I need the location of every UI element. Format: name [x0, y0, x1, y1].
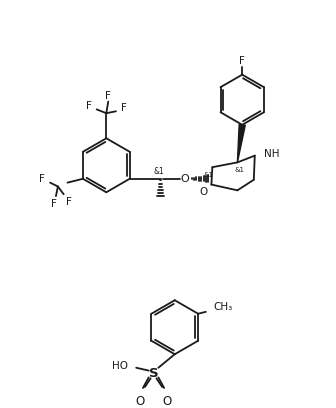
Text: O: O — [200, 187, 208, 197]
Text: &1: &1 — [234, 167, 244, 173]
Text: F: F — [239, 56, 245, 66]
Text: F: F — [105, 91, 111, 101]
Text: F: F — [86, 100, 92, 111]
Text: &1: &1 — [153, 166, 164, 175]
Text: CH₃: CH₃ — [214, 302, 233, 312]
Text: O: O — [162, 395, 172, 408]
Polygon shape — [238, 124, 245, 162]
Text: F: F — [67, 197, 72, 207]
Text: &1: &1 — [204, 172, 213, 178]
Text: NH: NH — [264, 149, 280, 159]
Text: S: S — [149, 367, 158, 380]
Text: F: F — [121, 103, 127, 113]
Text: F: F — [40, 174, 45, 184]
Text: O: O — [135, 395, 145, 408]
Text: HO: HO — [112, 361, 127, 371]
Text: F: F — [51, 199, 57, 209]
Text: O: O — [180, 174, 189, 184]
